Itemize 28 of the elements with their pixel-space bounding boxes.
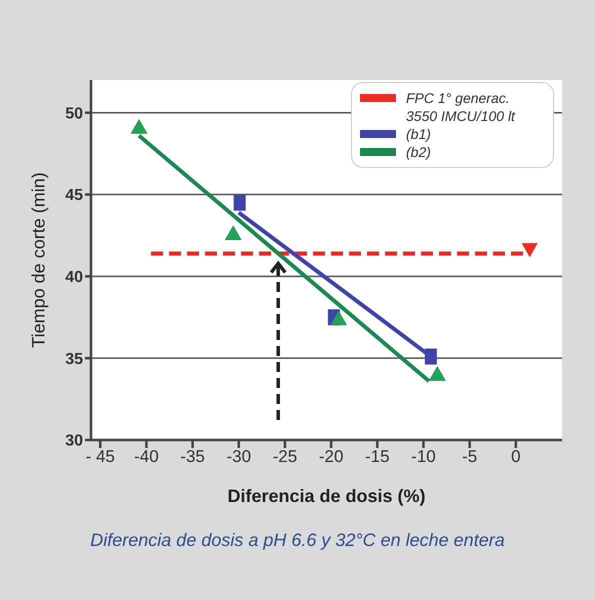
x-tick-label: -30 [226, 447, 252, 466]
point [234, 194, 246, 211]
y-tick-label: 30 [65, 432, 84, 450]
point [522, 243, 538, 258]
x-tick-label: - 45 [86, 447, 115, 466]
x-axis-title: Diferencia de dosis (%) [227, 486, 426, 506]
y-tick-label: 45 [65, 187, 84, 204]
y-tick-label: 35 [65, 350, 84, 368]
point [429, 366, 446, 381]
legend-label: FPC 1° generac. 3550 IMCU/100 lt [406, 89, 516, 125]
y-tick-label: 50 [65, 105, 84, 122]
x-tick-label: 0 [511, 447, 521, 466]
x-tick-label: -20 [318, 447, 344, 466]
point [424, 348, 437, 365]
point [330, 310, 347, 326]
x-tick-label: -5 [462, 447, 478, 466]
point [224, 226, 242, 240]
y-axis-title: Tiempo de corte (min) [28, 172, 48, 348]
x-tick-label: -15 [365, 447, 390, 466]
legend-label: (b2) [406, 143, 432, 161]
x-tick-label: -10 [411, 447, 436, 466]
text: Diferencia de dosis a pH 6.6 y 32°C en leche entera [89, 530, 506, 551]
x-tick-label: -25 [272, 447, 298, 466]
point [130, 119, 148, 134]
x-tick-label: -40 [134, 447, 159, 466]
y-tick-label: 40 [65, 269, 84, 286]
x-tick-label: -35 [180, 447, 205, 466]
legend-label: (b1) [406, 125, 432, 143]
